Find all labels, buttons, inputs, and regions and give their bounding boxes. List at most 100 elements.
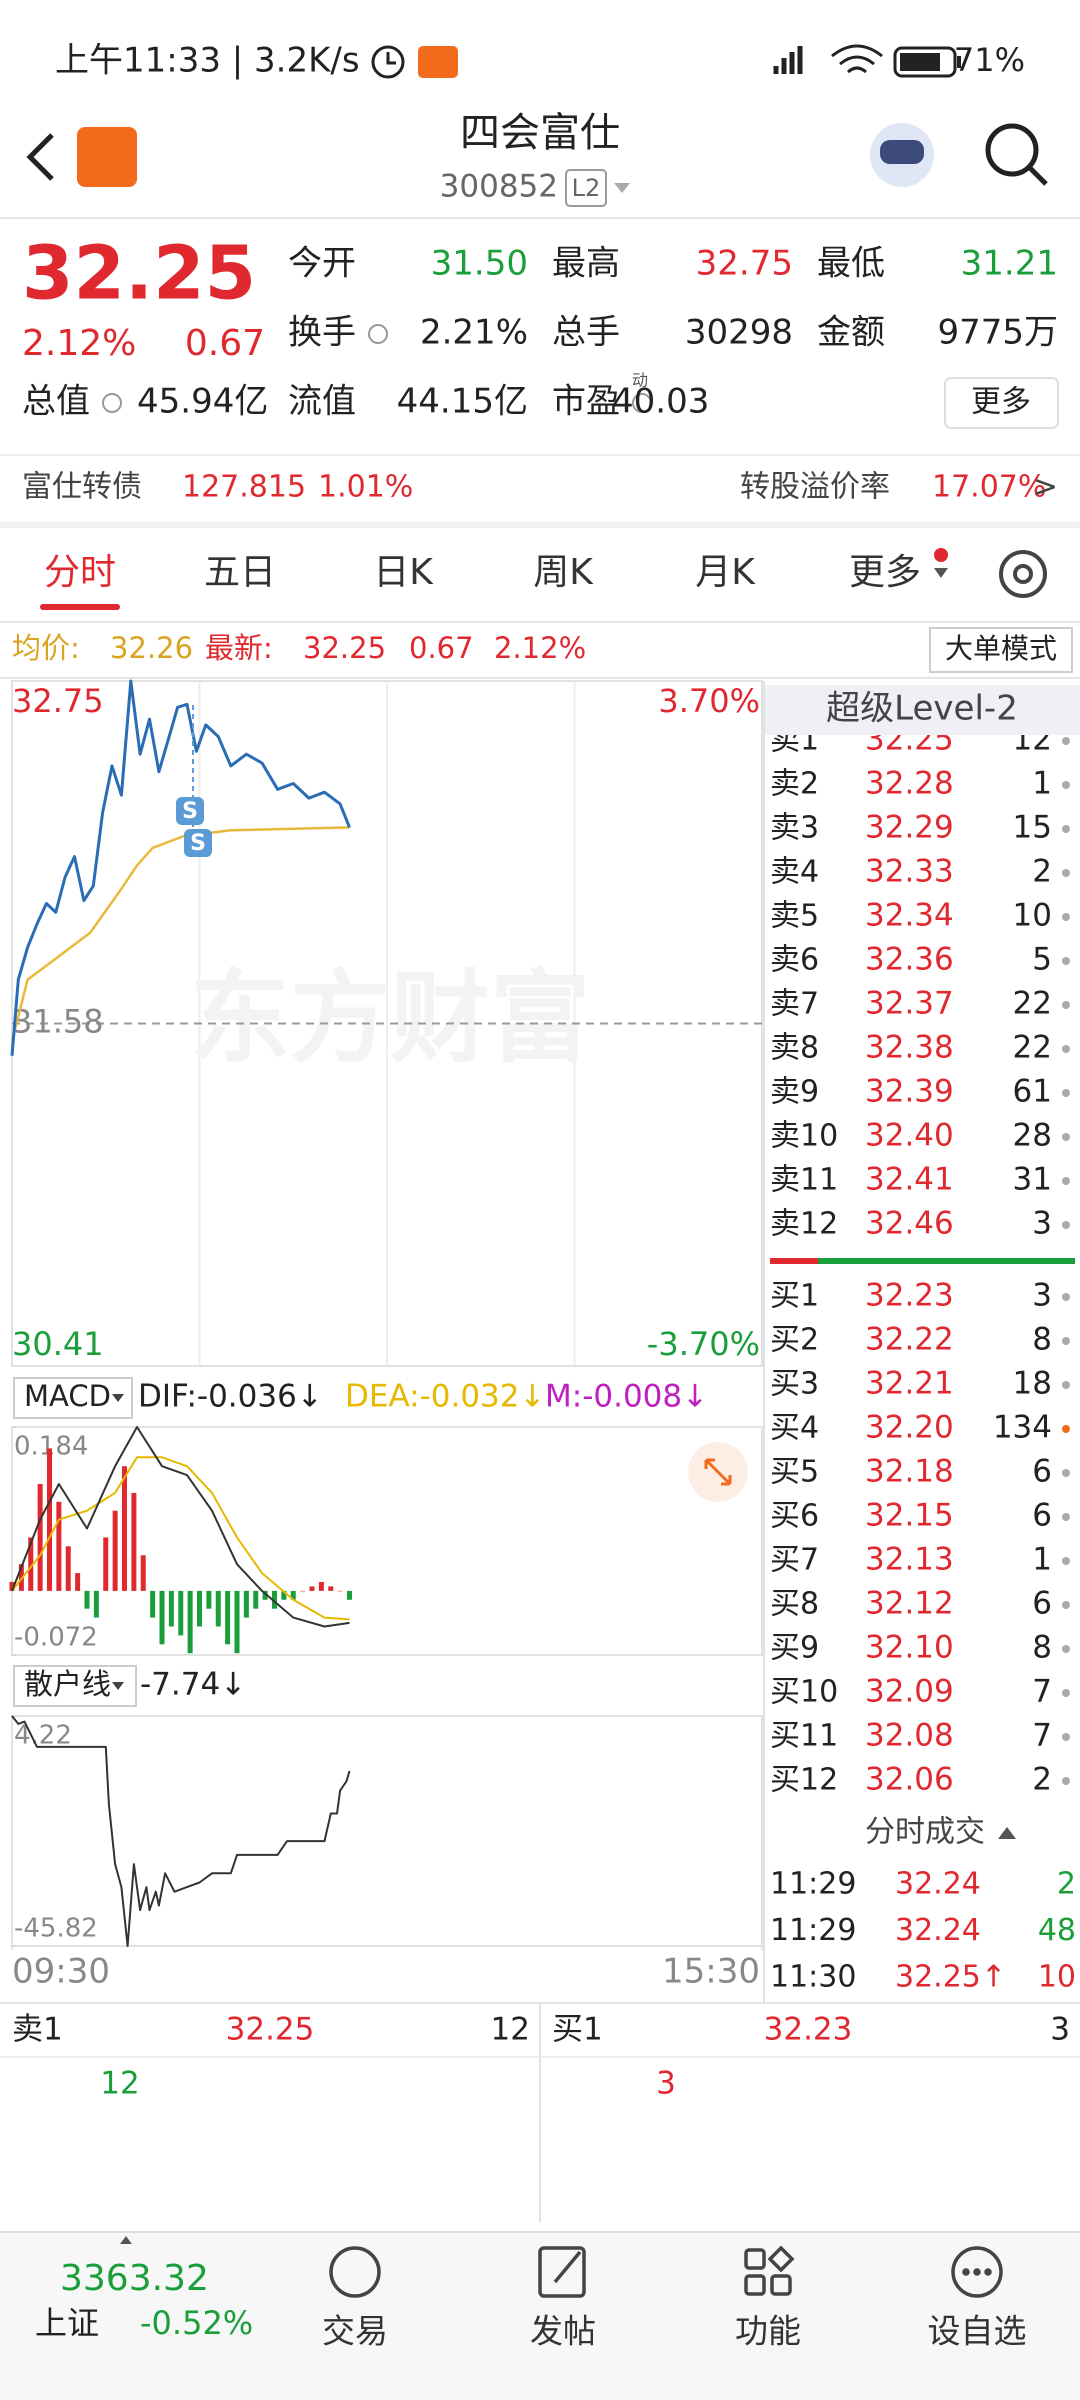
book-label: 买11 (770, 1719, 838, 1754)
book-label: 卖1 (770, 723, 819, 758)
book-price: 32.38 (865, 1030, 954, 1066)
macd-selector-text[interactable]: MACD (24, 1379, 111, 1413)
price-line (10, 679, 351, 1056)
field-label: 金额 (817, 313, 885, 353)
book-price: 32.15 (865, 1498, 954, 1534)
book-dot (1062, 1601, 1070, 1609)
nav-item[interactable]: 设自选 (928, 2312, 1027, 2351)
book-vol: 6 (1032, 1454, 1052, 1490)
macd-frame (11, 1426, 763, 1656)
book-dot (1062, 1469, 1070, 1477)
book-label: 卖7 (770, 987, 819, 1022)
book-price: 32.13 (865, 1542, 954, 1578)
change: 0.67 (409, 631, 474, 665)
mode-button-text[interactable]: 大单模式 (945, 632, 1057, 665)
macd-selector[interactable] (13, 1377, 133, 1419)
macd-bar (281, 1590, 287, 1600)
book-label: 买1 (770, 1279, 819, 1314)
tab[interactable]: 周K (533, 552, 594, 593)
book-label: 买10 (770, 1675, 838, 1710)
book-label: 买3 (770, 1367, 819, 1402)
bond-price: 127.815 (182, 470, 306, 505)
change: 0.67 (185, 323, 265, 364)
macd-bar (178, 1590, 184, 1636)
back-button[interactable] (26, 133, 54, 181)
trade-vol: 10 (1038, 1960, 1076, 1995)
book-dot (1062, 825, 1070, 833)
book-dot (1062, 1089, 1070, 1097)
mode-button[interactable] (929, 627, 1073, 673)
nav-item[interactable]: 功能 (735, 2312, 801, 2351)
field-value: 31.50 (431, 244, 528, 284)
retail-line (11, 1715, 351, 1947)
field-value: 45.94亿 (137, 382, 268, 422)
book-label: 卖9 (770, 1075, 819, 1110)
book-dot (1062, 957, 1070, 965)
index-value[interactable]: 3363.32 (60, 2258, 209, 2299)
macd-bar (337, 1590, 343, 1592)
macd-bar (131, 1492, 137, 1591)
macd-bar (9, 1581, 15, 1591)
bond-pct: 1.01% (318, 470, 413, 505)
macd-bar (197, 1590, 202, 1627)
book-label: 买2 (770, 1323, 819, 1358)
book-price: 32.46 (865, 1206, 954, 1242)
trade-time: 11:30 (770, 1960, 856, 1995)
book-vol: 22 (1013, 1030, 1052, 1066)
tab[interactable]: 日K (373, 552, 434, 593)
search-button[interactable] (985, 123, 1048, 186)
book-label: 卖11 (770, 1163, 838, 1198)
more-button-text[interactable]: 更多 (971, 385, 1031, 420)
book-vol: 3 (1032, 1206, 1052, 1242)
book-label: 卖1 (12, 2012, 63, 2048)
book-price: 32.20 (865, 1410, 954, 1446)
book-vol: 12 (491, 2012, 530, 2048)
book-dot (1062, 1293, 1070, 1301)
book-label: 卖12 (770, 1207, 838, 1242)
retail-selector[interactable] (13, 1665, 137, 1707)
book-dot (1062, 1337, 1070, 1345)
field-value: 32.75 (696, 244, 793, 284)
tick-label: -0.072 (14, 1623, 98, 1653)
book-price: 32.22 (865, 1322, 954, 1358)
book-vol: 1 (1032, 1542, 1052, 1578)
book-vol: 2 (1032, 854, 1052, 890)
macd-bar (75, 1573, 81, 1591)
book-price: 32.25 (865, 722, 954, 758)
book-label: 买8 (770, 1587, 819, 1622)
retail-selector-text[interactable]: 散户线 (24, 1667, 111, 1701)
field-label: 换手 (288, 313, 356, 353)
book-label: 卖10 (770, 1119, 838, 1154)
expand-icon (704, 1458, 732, 1486)
book-vol: 7 (1032, 1718, 1052, 1754)
book-label: 卖8 (770, 1031, 819, 1066)
level-badge (565, 169, 607, 207)
settings-button[interactable] (999, 550, 1047, 598)
logo (77, 127, 137, 187)
change-pct: 2.12% (22, 323, 136, 364)
field-value: 2.21% (420, 313, 528, 353)
macd-bar (140, 1555, 146, 1591)
book-price: 32.23 (865, 1278, 954, 1314)
tab[interactable]: 五日 (204, 552, 276, 593)
book-dot (1062, 1733, 1070, 1741)
book-vol: 2 (1032, 1762, 1052, 1798)
tab[interactable]: 月K (695, 552, 756, 593)
book-vol: 22 (1013, 986, 1052, 1022)
nav-item[interactable]: 交易 (322, 2312, 388, 2351)
nav-item[interactable]: 发帖 (530, 2312, 596, 2351)
book-vol: 3 (1050, 2012, 1070, 2048)
tick-label: 31.58 (12, 1003, 104, 1041)
tab[interactable]: 更多 (849, 552, 921, 593)
book-label: 卖5 (770, 899, 819, 934)
tab[interactable]: 分时 (44, 552, 116, 593)
more-button[interactable] (944, 377, 1059, 429)
book-label: 买9 (770, 1631, 819, 1666)
trade-price: 32.24 (895, 1913, 981, 1948)
tick-label: 30.41 (12, 1325, 104, 1363)
tab-underline (40, 604, 120, 610)
stock-code: 300852 (440, 169, 558, 205)
book-price: 32.34 (865, 898, 954, 934)
book-price: 32.09 (865, 1674, 954, 1710)
